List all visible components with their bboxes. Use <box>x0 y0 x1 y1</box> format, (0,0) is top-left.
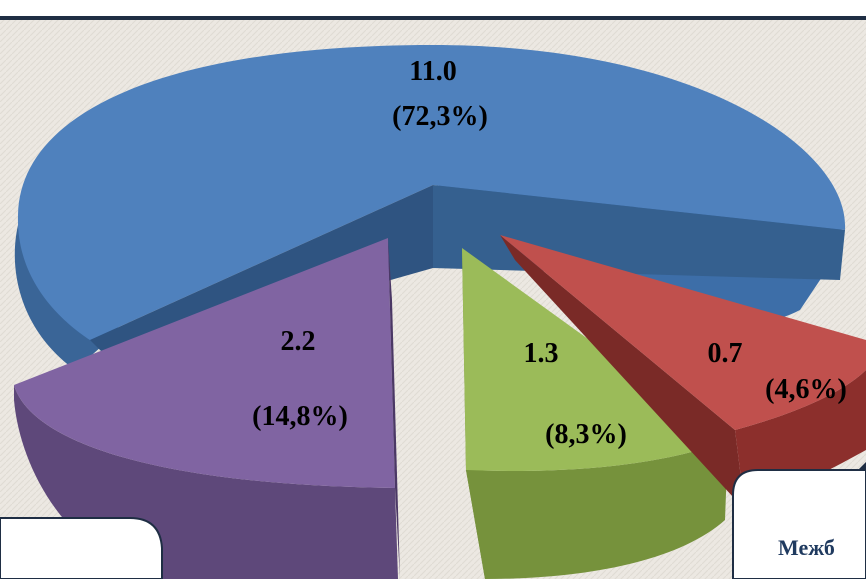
slice-purple-percent-label: (14,8%) <box>252 401 348 432</box>
slice-green-value-label: 1.3 <box>524 338 559 369</box>
slice-green-side <box>466 440 728 579</box>
slice-purple-value-label: 2.2 <box>281 326 316 357</box>
slice-red-cut <box>500 235 745 510</box>
slice-red-value-label: 0.7 <box>708 338 743 369</box>
slice-purple-cut <box>388 238 400 579</box>
slice-purple-top <box>14 238 395 488</box>
top-frame-bar <box>0 0 866 18</box>
slice-blue-percent-label: (72,3%) <box>392 101 488 132</box>
callout-box-left <box>0 517 163 579</box>
data-labels: 11.0 (72,3%) 2.2 (14,8%) 1.3 (8,3%) 0.7 … <box>252 56 847 450</box>
slice-blue-value-label: 11.0 <box>409 56 456 87</box>
slice-red-percent-label: (4,6%) <box>765 374 847 405</box>
slice-green-percent-label: (8,3%) <box>545 419 627 450</box>
slice-red-top <box>500 235 866 430</box>
slice-blue-cut-left <box>90 185 433 360</box>
callout-box-right <box>732 469 866 579</box>
callout-right-text: Межб <box>778 535 835 560</box>
callout-box-right-tail <box>858 462 866 470</box>
slice-blue-top <box>17 45 846 340</box>
